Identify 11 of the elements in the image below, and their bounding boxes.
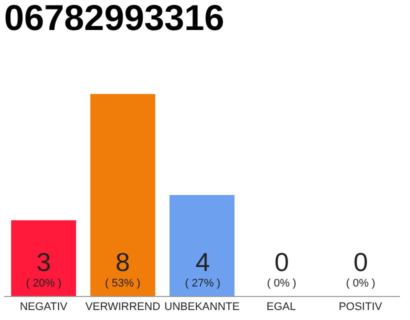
chart-title: 06782993316 [4, 0, 224, 38]
x-tick-label: NEGATIV [20, 301, 68, 314]
data-label: 0 ( 0% ) [346, 247, 376, 290]
data-label: 0 ( 0% ) [267, 247, 296, 290]
data-label: 8 ( 53% ) [105, 247, 140, 290]
x-tick-label: EGAL [266, 301, 296, 314]
data-label: 4 ( 27% ) [185, 247, 220, 290]
x-tick-label: UNBEKANNTE [164, 301, 240, 314]
x-tick-label: POSITIV [338, 301, 383, 314]
x-tick-label: VERWIRREND [85, 301, 160, 314]
data-label: 3 ( 20% ) [26, 247, 62, 290]
